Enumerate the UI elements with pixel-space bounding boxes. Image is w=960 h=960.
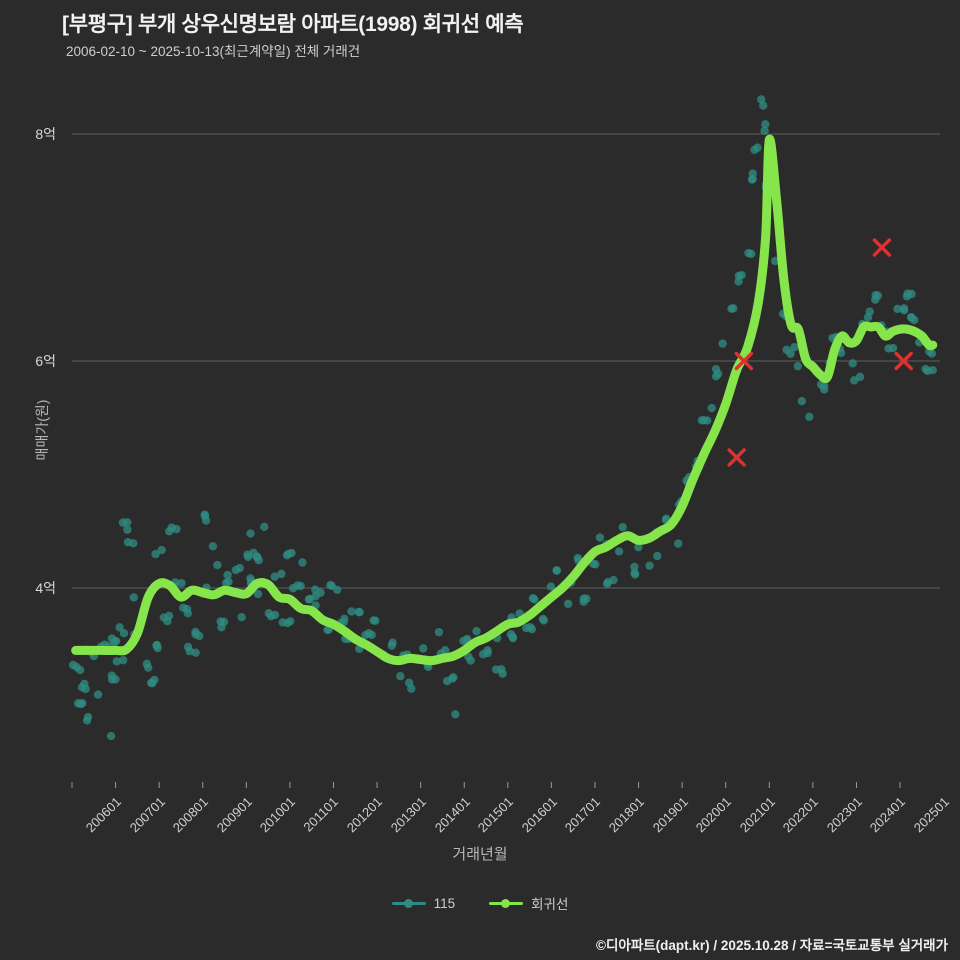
outlier-markers bbox=[727, 238, 913, 467]
legend: 115 회귀선 bbox=[0, 893, 960, 913]
scatter-points bbox=[68, 95, 937, 741]
y-axis-title: 매매가(원) bbox=[34, 399, 50, 461]
y-tick-label: 6억 bbox=[35, 353, 56, 369]
legend-item-scatter[interactable]: 115 bbox=[391, 895, 456, 911]
footer-credit: ©디아파트(dapt.kr) / 2025.10.28 / 자료=국토교통부 실… bbox=[596, 938, 948, 953]
gridlines bbox=[72, 133, 940, 589]
legend-swatch-scatter-icon bbox=[391, 897, 426, 909]
chart-subtitle: 2006-02-10 ~ 2025-10-13(최근계약일) 전체 거래건 bbox=[66, 44, 361, 59]
page-title: [부평구] 부개 상우신명보람 아파트(1998) 회귀선 예측 bbox=[62, 13, 524, 36]
y-tick-label: 4억 bbox=[35, 580, 56, 596]
y-tick-label: 8억 bbox=[35, 126, 56, 142]
legend-item-regression[interactable]: 회귀선 bbox=[489, 893, 568, 913]
regression-line bbox=[71, 134, 938, 666]
legend-label-regression: 회귀선 bbox=[531, 897, 569, 912]
x-tick-marks bbox=[71, 782, 901, 788]
legend-label-scatter: 115 bbox=[433, 895, 456, 911]
legend-swatch-regression-icon bbox=[489, 897, 524, 909]
x-axis-title: 거래년월 bbox=[452, 846, 508, 863]
